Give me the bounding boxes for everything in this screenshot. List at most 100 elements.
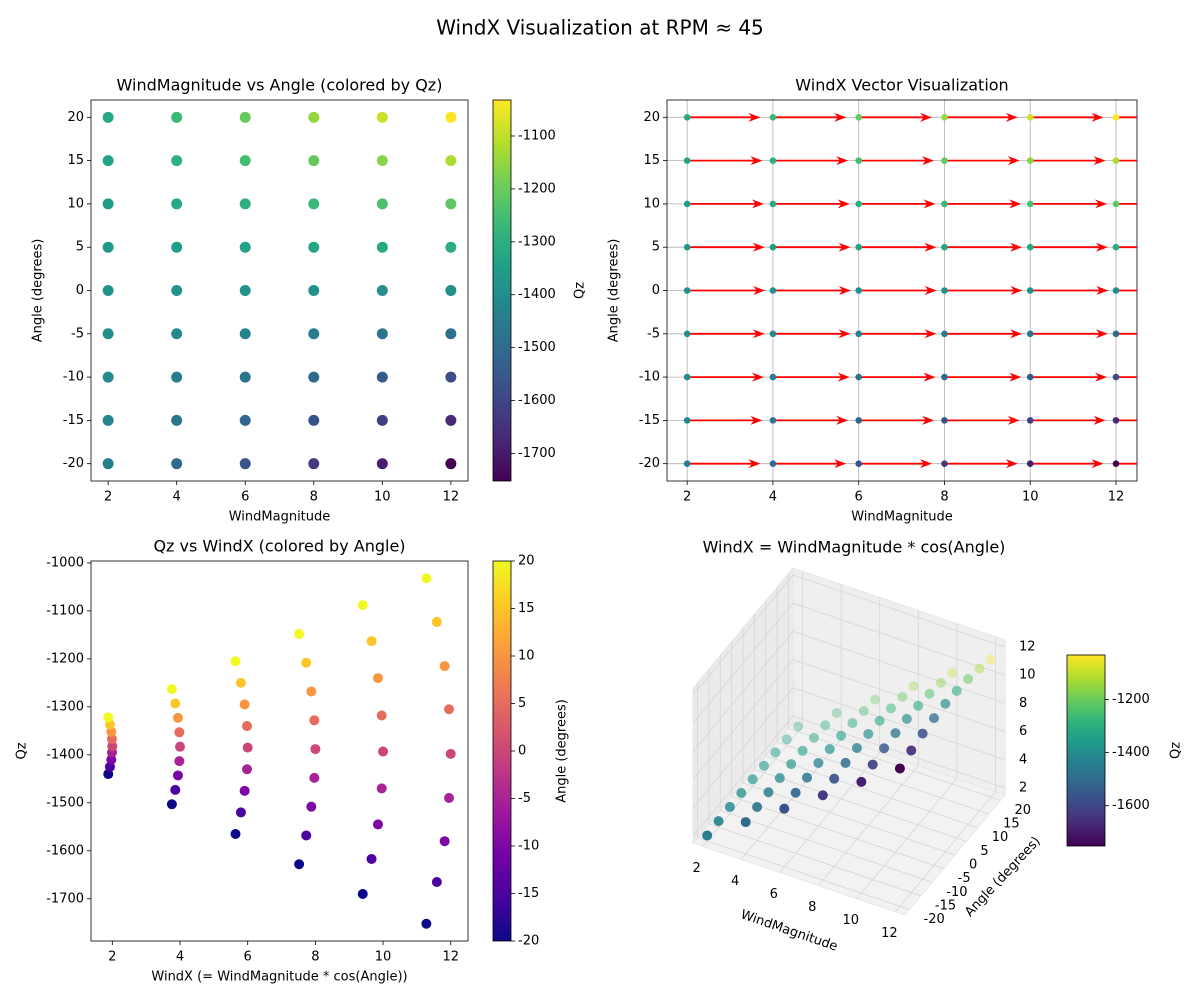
colorbar: [1066, 654, 1106, 847]
arrow: [687, 459, 761, 469]
point: [683, 460, 691, 467]
point: [308, 155, 320, 167]
point: [836, 730, 847, 741]
arrow: [1115, 332, 1137, 335]
y-tick-label: 0: [76, 283, 84, 298]
point: [774, 773, 785, 784]
point: [102, 241, 114, 253]
x-tick-label: 10: [843, 913, 860, 928]
point: [239, 371, 251, 383]
arrow: [687, 112, 761, 122]
subplot-title: Qz vs WindX (colored by Angle): [153, 537, 405, 556]
x-tick-label: 4: [769, 490, 777, 505]
grid-line: [792, 574, 1006, 648]
point: [230, 656, 241, 667]
point: [306, 686, 317, 697]
arrow: [1030, 329, 1108, 339]
point: [308, 371, 320, 383]
point: [376, 371, 388, 383]
point: [439, 836, 450, 847]
x-tick-label: 2: [683, 490, 691, 505]
point: [863, 728, 874, 739]
arrow: [772, 242, 851, 252]
point: [1026, 460, 1034, 467]
point: [941, 330, 948, 338]
grid-line: [792, 659, 1006, 732]
point: [1026, 157, 1034, 164]
x-tick-label: 2: [104, 490, 112, 505]
point: [102, 458, 114, 470]
point: [802, 772, 812, 783]
x-tick-label: 8: [808, 900, 816, 915]
grid-line: [692, 574, 794, 696]
grid-line: [697, 837, 910, 910]
x-tick-label: 12: [443, 490, 460, 505]
arrow: [687, 156, 763, 166]
point: [724, 801, 735, 812]
arrow: [944, 329, 1023, 339]
y-tick-label: -5: [647, 326, 660, 341]
arrow: [1115, 159, 1137, 162]
colorbar-tick-label: -1600: [1112, 798, 1150, 813]
y-tick-label: 0: [652, 283, 660, 298]
point: [763, 787, 774, 798]
point: [378, 746, 389, 757]
point: [239, 699, 250, 710]
arrow: [944, 459, 1018, 469]
colorbar: [492, 99, 512, 482]
point: [102, 285, 114, 296]
colorbar-tick-label: -10: [518, 839, 539, 854]
colorbar-label: Qz: [1169, 742, 1184, 759]
x-tick-label: 10: [1022, 490, 1039, 505]
subplot-title: WindX = WindMagnitude * cos(Angle): [703, 538, 1006, 557]
y-tick-label: -15: [63, 413, 84, 428]
colorbar-tick-label: -5: [518, 791, 531, 806]
y-tick-label: 5: [76, 240, 84, 255]
point: [166, 684, 177, 695]
arrow: [858, 459, 933, 469]
point: [855, 114, 862, 121]
point: [855, 200, 862, 208]
point: [779, 803, 790, 814]
point: [1026, 417, 1034, 424]
point: [890, 728, 901, 739]
point: [736, 788, 747, 799]
point: [171, 241, 183, 253]
grid-line: [792, 687, 1006, 761]
y-tick-label: 15: [67, 153, 84, 168]
point: [683, 157, 691, 164]
point: [769, 157, 777, 164]
point: [444, 793, 455, 804]
point: [769, 417, 777, 424]
y-tick-label: -1600: [46, 843, 84, 858]
point: [171, 285, 183, 296]
grid-line: [792, 631, 1006, 704]
point: [366, 853, 377, 864]
point: [947, 667, 958, 678]
point: [1112, 417, 1120, 424]
point: [1112, 243, 1120, 251]
pane-back: [792, 567, 1006, 796]
y-tick-label: 15: [1003, 817, 1020, 832]
arrow: [772, 372, 850, 382]
point: [308, 285, 320, 296]
arrow: [772, 199, 850, 209]
point: [941, 460, 948, 467]
point: [963, 674, 974, 685]
colorbar-tick-label: -1200: [518, 181, 556, 196]
arrow: [944, 286, 1023, 295]
y-tick-label: 5: [652, 240, 660, 255]
point: [906, 745, 917, 756]
point: [917, 728, 928, 739]
x-tick-label: 6: [241, 490, 249, 505]
x-tick-label: 8: [940, 490, 948, 505]
arrow: [687, 242, 765, 252]
point: [445, 111, 457, 123]
point: [309, 772, 320, 783]
point: [894, 763, 905, 774]
y-tick-label: 5: [980, 844, 988, 859]
z-tick-label: 12: [1019, 640, 1036, 655]
point: [172, 712, 183, 723]
point: [171, 371, 183, 383]
point: [174, 756, 185, 767]
